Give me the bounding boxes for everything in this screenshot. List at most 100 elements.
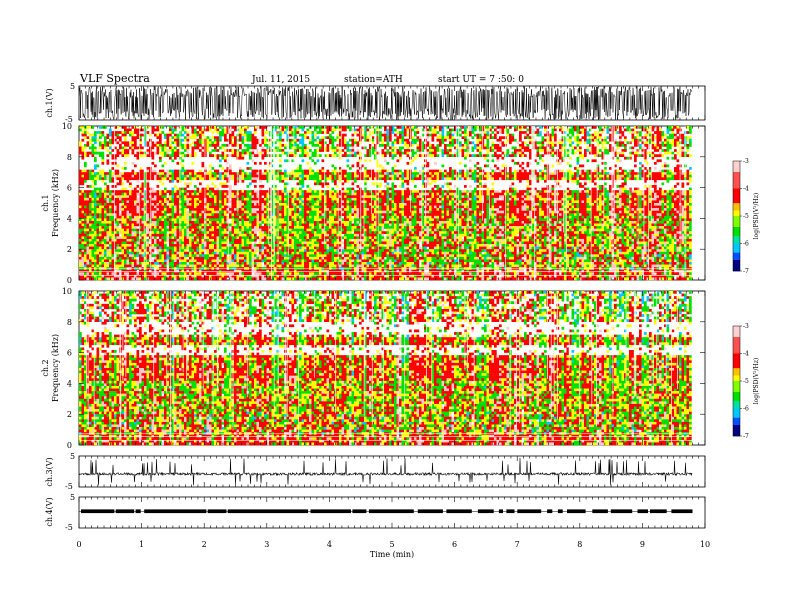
spectrogram-cell xyxy=(234,262,237,265)
spectrogram-cell xyxy=(249,147,252,150)
spectrogram-cell xyxy=(209,193,212,196)
spectrogram-cell xyxy=(317,259,320,262)
spectrogram-cell xyxy=(319,236,322,239)
spectrogram-cell xyxy=(194,229,197,232)
spectrogram-cell xyxy=(222,177,225,180)
spectrogram-cell xyxy=(227,265,230,268)
spectrogram-cell xyxy=(279,180,282,183)
spectrogram-cell xyxy=(229,134,232,137)
spectrogram-cell xyxy=(259,200,262,203)
spectrogram-cell xyxy=(249,195,252,198)
spectrogram-cell xyxy=(134,188,137,191)
spectrogram-cell xyxy=(219,262,222,265)
spectrogram-cell xyxy=(287,277,290,280)
spectrogram-cell xyxy=(244,208,247,211)
spectrogram-cell xyxy=(242,213,245,216)
spectrogram-cell xyxy=(154,213,157,216)
spectrogram-cell xyxy=(187,231,190,234)
spectrogram-cell xyxy=(122,265,125,268)
spectrogram-cell xyxy=(134,139,137,142)
spectrogram-cell xyxy=(299,147,302,150)
spectrogram-cell xyxy=(174,270,177,273)
spectrogram-cell xyxy=(102,147,105,150)
spectrogram-cell xyxy=(147,167,150,170)
spectrogram-cell xyxy=(304,134,307,137)
spectrogram-cell xyxy=(164,177,167,180)
spectrogram-cell xyxy=(219,182,222,185)
spectrogram-cell xyxy=(192,265,195,268)
spectrogram-cell xyxy=(139,247,142,250)
spectrogram-cell xyxy=(152,154,155,157)
spectrogram-cell xyxy=(252,247,255,250)
spectrogram-cell xyxy=(124,134,127,137)
spectrogram-cell xyxy=(327,254,330,257)
spectrogram-cell xyxy=(217,200,220,203)
spectrogram-cell xyxy=(199,129,202,132)
spectrogram-cell xyxy=(237,249,240,252)
spectrogram-cell xyxy=(94,159,97,162)
spectrogram-cell xyxy=(319,144,322,147)
spectrogram-cell xyxy=(99,226,102,229)
spectrogram-cell xyxy=(219,218,222,221)
spectrogram-cell xyxy=(92,224,95,227)
spectrogram-cell xyxy=(254,218,257,221)
spectrogram-cell xyxy=(247,254,250,257)
spectrogram-cell xyxy=(307,175,310,178)
spectrogram-cell xyxy=(84,144,87,147)
spectrogram-cell xyxy=(217,206,220,209)
spectrogram-cell xyxy=(82,221,85,224)
spectrogram-cell xyxy=(229,249,232,252)
spectrogram-cell xyxy=(247,262,250,265)
spectrogram-cell xyxy=(209,239,212,242)
spectrogram-cell xyxy=(147,188,150,191)
spectrogram-cell xyxy=(212,126,215,129)
spectrogram-cell xyxy=(289,234,292,237)
spectrogram-cell xyxy=(302,170,305,173)
spectrogram-cell xyxy=(222,206,225,209)
spectrogram-cell xyxy=(94,244,97,247)
spectrogram-cell xyxy=(137,218,140,221)
spectrogram-cell xyxy=(202,134,205,137)
spectrogram-cell xyxy=(197,200,200,203)
spectrogram-cell xyxy=(334,221,337,224)
spectrogram-cell xyxy=(124,213,127,216)
spectrogram-cell xyxy=(154,134,157,137)
spectrogram-cell xyxy=(219,247,222,250)
spectrogram-cell xyxy=(129,211,132,214)
spectrogram-cell xyxy=(119,180,122,183)
spectrogram-cell xyxy=(279,242,282,245)
spectrogram-cell xyxy=(314,182,317,185)
spectrogram-cell xyxy=(312,239,315,242)
spectrogram-cell xyxy=(209,190,212,193)
spectrogram-cell xyxy=(299,272,302,275)
spectrogram-cell xyxy=(197,272,200,275)
spectrogram-cell xyxy=(302,211,305,214)
spectrogram-cell xyxy=(254,213,257,216)
spectrogram-cell xyxy=(132,265,135,268)
spectrogram-cell xyxy=(232,126,235,129)
spectrogram-cell xyxy=(304,231,307,234)
spectrogram-cell xyxy=(187,242,190,245)
spectrogram-cell xyxy=(247,206,250,209)
spectrogram-cell xyxy=(87,259,90,262)
spectrogram-cell xyxy=(304,259,307,262)
spectrogram-cell xyxy=(182,213,185,216)
spectrogram-cell xyxy=(107,247,110,250)
spectrogram-cell xyxy=(307,218,310,221)
spectrogram-cell xyxy=(297,234,300,237)
spectrogram-cell xyxy=(187,139,190,142)
spectrogram-cell xyxy=(319,175,322,178)
spectrogram-cell xyxy=(119,213,122,216)
spectrogram-cell xyxy=(262,134,265,137)
spectrogram-cell xyxy=(294,154,297,157)
spectrogram-cell xyxy=(304,177,307,180)
spectrogram-cell xyxy=(307,254,310,257)
spectrogram-cell xyxy=(299,193,302,196)
spectrogram-cell xyxy=(157,185,160,188)
spectrogram-cell xyxy=(104,213,107,216)
spectrogram-cell xyxy=(189,208,192,211)
spectrogram-cell xyxy=(299,229,302,232)
spectrogram-cell xyxy=(287,190,290,193)
spectrogram-cell xyxy=(162,216,165,219)
spectrogram-cell xyxy=(207,172,210,175)
